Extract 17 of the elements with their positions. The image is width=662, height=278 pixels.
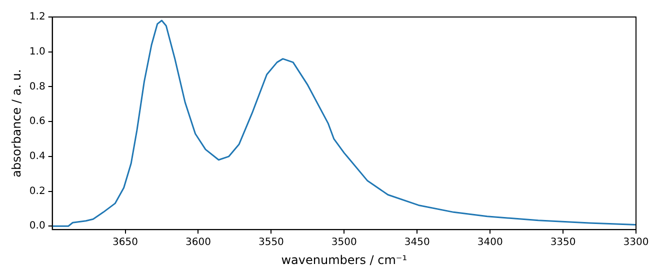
y-tick-label: 0.6 <box>29 116 46 128</box>
x-axis-title: wavenumbers / cm⁻¹ <box>281 252 408 267</box>
y-tick-label: 0.2 <box>29 186 46 197</box>
x-tick-label: 3500 <box>331 237 357 248</box>
x-tick-label: 3650 <box>112 237 138 248</box>
y-tick-label: 0.8 <box>29 81 46 92</box>
x-tick-label: 3400 <box>477 237 503 248</box>
x-tick-label: 3300 <box>623 237 649 248</box>
x-tick-label: 3450 <box>404 237 430 248</box>
x-tick-label: 3600 <box>186 237 211 248</box>
y-tick-label: 0.4 <box>29 151 46 162</box>
y-tick-label: 0.0 <box>29 220 46 232</box>
x-tick-label: 3550 <box>258 237 284 248</box>
y-tick-label: 1.0 <box>29 46 46 58</box>
y-tick-label: 1.2 <box>29 12 46 23</box>
y-axis-title: absorbance / a. u. <box>9 69 24 178</box>
x-tick-label: 3350 <box>550 237 576 248</box>
